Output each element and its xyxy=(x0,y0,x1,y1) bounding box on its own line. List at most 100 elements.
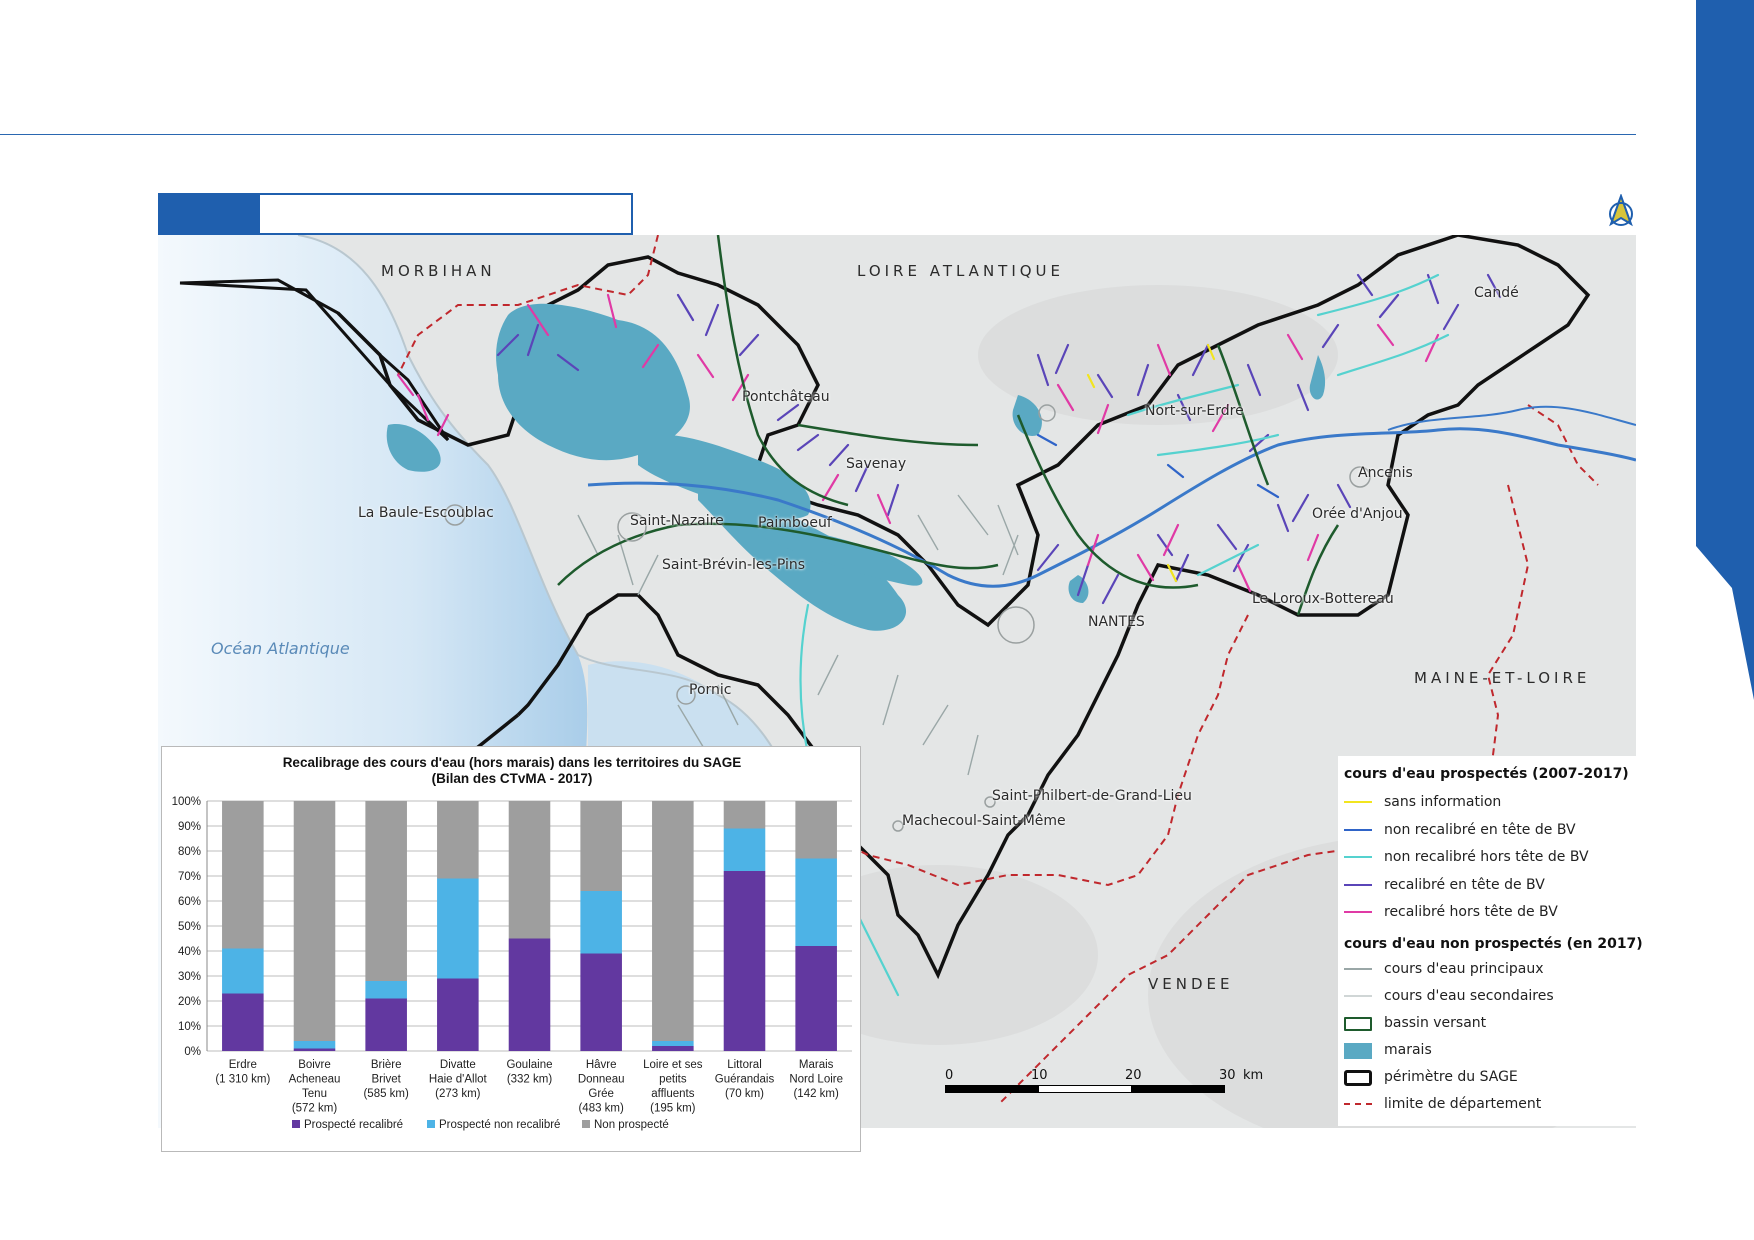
chart-title: Recalibrage des cours d'eau (hors marais… xyxy=(282,755,742,770)
bar-segment xyxy=(437,801,479,879)
scale-segment xyxy=(945,1085,1039,1093)
bar-segment xyxy=(365,801,407,981)
legend-prospected-header: cours d'eau prospectés (2007-2017) xyxy=(1344,766,1629,782)
bar-segment xyxy=(365,981,407,999)
x-category-label: Donneau xyxy=(578,1074,625,1086)
scale-tick-0: 0 xyxy=(945,1068,954,1083)
place-paimboeuf: Paimboeuf xyxy=(758,515,832,531)
x-category-label: Divatte xyxy=(440,1059,476,1071)
x-category-label: (483 km) xyxy=(578,1103,624,1115)
x-category-label: (142 km) xyxy=(793,1088,839,1100)
scale-segment xyxy=(1038,1085,1132,1093)
chart-subtitle: (Bilan des CTvMA - 2017) xyxy=(431,771,593,786)
place-machecoul: Machecoul-Saint-Même xyxy=(902,813,1066,829)
x-category-label: Hâvre xyxy=(586,1059,617,1071)
place-saint-brevin: Saint-Brévin-les-Pins xyxy=(662,557,806,573)
legend-item-prospected: sans information xyxy=(1344,793,1634,813)
loire-river xyxy=(587,405,1636,588)
chart-legend-swatch xyxy=(582,1120,590,1128)
bar-segment xyxy=(580,953,622,1051)
legend-item-departement: limite de département xyxy=(1344,1095,1634,1115)
chart-legend-label: Non prospecté xyxy=(594,1119,669,1131)
stream-line-swatch xyxy=(1344,801,1372,803)
north-arrow-icon xyxy=(1609,194,1633,227)
bar-segment xyxy=(652,1046,694,1051)
place-nort-sur-erdre: Nort-sur-Erdre xyxy=(1145,403,1244,419)
figure-header-box xyxy=(158,193,633,235)
place-saint-nazaire: Saint-Nazaire xyxy=(630,513,724,529)
stream-line-swatch xyxy=(1344,828,1372,831)
bar-segment xyxy=(795,946,837,1051)
x-category-label: (195 km) xyxy=(650,1103,696,1115)
bar-segment xyxy=(222,801,264,949)
place-oree-d-anjou: Orée d'Anjou xyxy=(1312,506,1403,522)
legend-label: périmètre du SAGE xyxy=(1384,1069,1518,1085)
header-rule xyxy=(0,134,1636,135)
x-category-label: Haie d'Allot xyxy=(429,1074,488,1086)
x-category-label: (585 km) xyxy=(363,1088,409,1100)
bar-segment xyxy=(365,998,407,1051)
legend-item-perimetre: périmètre du SAGE xyxy=(1344,1068,1634,1088)
y-tick-label: 50% xyxy=(178,921,201,933)
legend-item-marais: marais xyxy=(1344,1041,1634,1061)
y-tick-label: 10% xyxy=(178,1021,201,1033)
bar-segment xyxy=(437,878,479,979)
legend-item-non-prospected: cours d'eau secondaires xyxy=(1344,987,1634,1007)
bar-segment xyxy=(508,938,551,1051)
stream-line-swatch xyxy=(1344,911,1372,913)
x-category-label: Grée xyxy=(588,1088,614,1100)
bar-segment xyxy=(723,871,766,1051)
bar-segment xyxy=(222,993,264,1051)
bassin-swatch xyxy=(1344,1017,1372,1031)
y-tick-label: 90% xyxy=(178,821,201,833)
scale-tick-10: 10 xyxy=(1031,1068,1048,1083)
scale-tick-20: 20 xyxy=(1125,1068,1142,1083)
y-tick-label: 40% xyxy=(178,946,201,958)
legend-item-prospected: non recalibré en tête de BV xyxy=(1344,821,1634,841)
x-category-label: Goulaine xyxy=(506,1059,552,1071)
chart-legend-swatch xyxy=(427,1120,435,1128)
bar-segment xyxy=(652,801,694,1041)
ocean-label: Océan Atlantique xyxy=(211,639,350,658)
x-category-label: Littoral xyxy=(727,1059,762,1071)
x-category-label: Acheneau xyxy=(289,1074,341,1086)
legend-label: non recalibré en tête de BV xyxy=(1384,821,1576,838)
y-tick-label: 30% xyxy=(178,971,201,983)
x-category-label: petits xyxy=(659,1074,687,1086)
x-category-label: Brivet xyxy=(371,1074,401,1086)
bar-segment xyxy=(293,1048,336,1051)
legend-label: cours d'eau principaux xyxy=(1384,961,1544,977)
legend-label: cours d'eau secondaires xyxy=(1384,988,1554,1004)
legend-label: recalibré en tête de BV xyxy=(1384,876,1545,893)
legend-item-bassin-versant: bassin versant xyxy=(1344,1014,1634,1034)
legend-item-prospected: recalibré hors tête de BV xyxy=(1344,903,1634,923)
recalibrage-chart: Recalibrage des cours d'eau (hors marais… xyxy=(161,746,861,1152)
place-pontchateau: Pontchâteau xyxy=(742,389,830,405)
legend-label: sans information xyxy=(1384,794,1502,810)
figure-number-block xyxy=(160,195,260,233)
x-category-label: Boivre xyxy=(298,1059,331,1071)
x-category-label: (1 310 km) xyxy=(215,1074,270,1086)
legend-non-prospected-header: cours d'eau non prospectés (en 2017) xyxy=(1344,936,1643,952)
scale-tick-30: 30 xyxy=(1219,1068,1236,1083)
place-le-loroux-bottereau: Le Loroux-Bottereau xyxy=(1252,591,1394,607)
stream-line-swatch xyxy=(1344,856,1372,858)
y-tick-label: 0% xyxy=(184,1046,201,1058)
legend-label: recalibré hors tête de BV xyxy=(1384,904,1558,920)
x-category-label: Tenu xyxy=(302,1088,327,1100)
place-savenay: Savenay xyxy=(846,456,907,472)
x-category-label: (273 km) xyxy=(435,1088,481,1100)
place-conde: Candé xyxy=(1474,285,1519,301)
region-label-loire-atlantique: LOIRE ATLANTIQUE xyxy=(857,262,1065,280)
bar-segment xyxy=(437,978,479,1051)
legend-item-prospected: recalibré en tête de BV xyxy=(1344,876,1634,896)
x-category-label: (572 km) xyxy=(292,1103,338,1115)
bar-segment xyxy=(795,858,837,946)
sage-perimeter-main xyxy=(336,235,1591,980)
bar-segment xyxy=(652,1041,694,1046)
scale-bar: 0 10 20 30 km xyxy=(945,1068,1265,1098)
place-ancenis: Ancenis xyxy=(1358,465,1413,481)
x-category-label: Brière xyxy=(371,1059,402,1071)
y-tick-label: 100% xyxy=(172,796,201,808)
bar-segment xyxy=(580,801,622,891)
